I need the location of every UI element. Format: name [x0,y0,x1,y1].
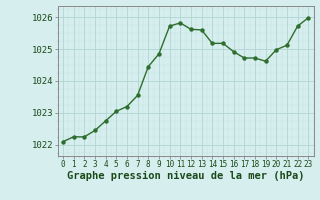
X-axis label: Graphe pression niveau de la mer (hPa): Graphe pression niveau de la mer (hPa) [67,171,304,181]
